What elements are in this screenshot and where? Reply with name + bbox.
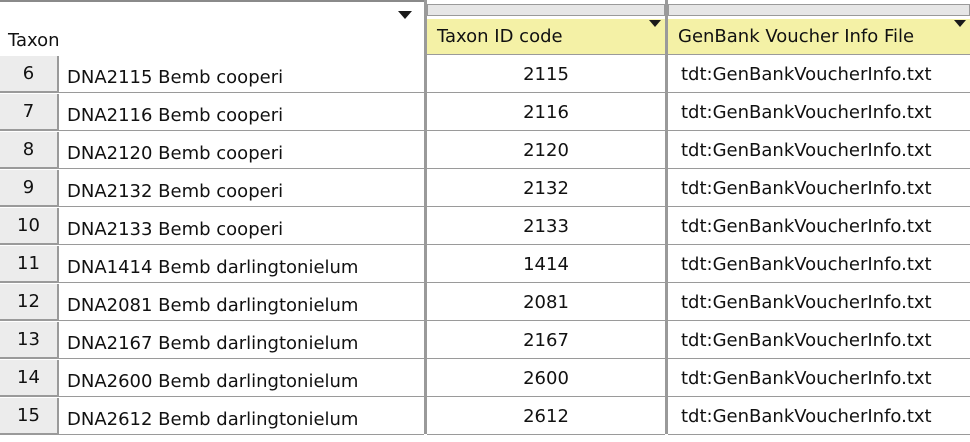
row-number[interactable]: 11 <box>0 246 59 283</box>
table-row[interactable]: 6 DNA2115 Bemb cooperi 2115 tdt:GenBankV… <box>0 56 970 94</box>
row-number[interactable]: 15 <box>0 398 59 435</box>
taxon-name-cell[interactable]: DNA2081 Bemb darlingtonielum <box>59 284 424 321</box>
column-divider[interactable] <box>665 0 668 434</box>
column-divider[interactable] <box>424 0 427 434</box>
table-row[interactable]: 10 DNA2133 Bemb cooperi 2133 tdt:GenBank… <box>0 208 970 246</box>
voucher-file-cell[interactable]: tdt:GenBankVoucherInfo.txt <box>668 170 970 207</box>
taxon-id-cell[interactable]: 2115 <box>427 56 665 93</box>
taxon-name-cell[interactable]: DNA2612 Bemb darlingtonielum <box>59 398 424 435</box>
taxon-id-cell[interactable]: 1414 <box>427 246 665 283</box>
taxon-name-cell[interactable]: DNA2133 Bemb cooperi <box>59 208 424 245</box>
table-row[interactable]: 12 DNA2081 Bemb darlingtonielum 2081 tdt… <box>0 284 970 322</box>
voucher-file-cell[interactable]: tdt:GenBankVoucherInfo.txt <box>668 398 970 435</box>
table-row[interactable]: 15 DNA2612 Bemb darlingtonielum 2612 tdt… <box>0 398 970 435</box>
taxon-id-cell[interactable]: 2081 <box>427 284 665 321</box>
table-row[interactable]: 8 DNA2120 Bemb cooperi 2120 tdt:GenBankV… <box>0 132 970 170</box>
taxon-column-header[interactable]: Taxon <box>0 0 424 58</box>
taxon-header-label: Taxon <box>8 30 60 51</box>
row-number[interactable]: 14 <box>0 360 59 397</box>
voucher-file-cell[interactable]: tdt:GenBankVoucherInfo.txt <box>668 360 970 397</box>
taxa-menu-triangle-icon[interactable] <box>398 11 412 19</box>
taxon-id-cell[interactable]: 2612 <box>427 398 665 435</box>
voucher-file-cell[interactable]: tdt:GenBankVoucherInfo.txt <box>668 284 970 321</box>
voucher-file-cell[interactable]: tdt:GenBankVoucherInfo.txt <box>668 132 970 169</box>
column-menu-triangle-icon[interactable] <box>954 20 966 27</box>
column-header-label: Taxon ID code <box>437 26 563 47</box>
column-header-taxon-id-code[interactable]: Taxon ID code <box>427 19 665 55</box>
voucher-file-cell[interactable]: tdt:GenBankVoucherInfo.txt <box>668 322 970 359</box>
table-row[interactable]: 11 DNA1414 Bemb darlingtonielum 1414 tdt… <box>0 246 970 284</box>
taxon-id-cell[interactable]: 2120 <box>427 132 665 169</box>
taxon-name-cell[interactable]: DNA2120 Bemb cooperi <box>59 132 424 169</box>
row-number[interactable]: 13 <box>0 322 59 359</box>
taxon-name-cell[interactable]: DNA1414 Bemb darlingtonielum <box>59 246 424 283</box>
row-number[interactable]: 10 <box>0 208 59 245</box>
table-row[interactable]: 9 DNA2132 Bemb cooperi 2132 tdt:GenBankV… <box>0 170 970 208</box>
taxon-name-cell[interactable]: DNA2167 Bemb darlingtonielum <box>59 322 424 359</box>
taxon-id-cell[interactable]: 2600 <box>427 360 665 397</box>
row-number[interactable]: 6 <box>0 56 59 93</box>
voucher-file-cell[interactable]: tdt:GenBankVoucherInfo.txt <box>668 94 970 131</box>
row-number[interactable]: 8 <box>0 132 59 169</box>
taxon-id-cell[interactable]: 2167 <box>427 322 665 359</box>
taxon-id-cell[interactable]: 2132 <box>427 170 665 207</box>
column-selector-bar[interactable] <box>668 4 970 16</box>
voucher-file-cell[interactable]: tdt:GenBankVoucherInfo.txt <box>668 246 970 283</box>
row-number[interactable]: 7 <box>0 94 59 131</box>
column-header-label: GenBank Voucher Info File <box>678 26 915 47</box>
table-row[interactable]: 7 DNA2116 Bemb cooperi 2116 tdt:GenBankV… <box>0 94 970 132</box>
row-number[interactable]: 9 <box>0 170 59 207</box>
taxon-name-cell[interactable]: DNA2132 Bemb cooperi <box>59 170 424 207</box>
voucher-file-cell[interactable]: tdt:GenBankVoucherInfo.txt <box>668 56 970 93</box>
voucher-file-cell[interactable]: tdt:GenBankVoucherInfo.txt <box>668 208 970 245</box>
column-menu-triangle-icon[interactable] <box>649 20 661 27</box>
row-number[interactable]: 12 <box>0 284 59 321</box>
taxon-id-cell[interactable]: 2133 <box>427 208 665 245</box>
table-row[interactable]: 14 DNA2600 Bemb darlingtonielum 2600 tdt… <box>0 360 970 398</box>
column-selector-bar[interactable] <box>427 4 665 16</box>
taxon-name-cell[interactable]: DNA2116 Bemb cooperi <box>59 94 424 131</box>
taxon-name-cell[interactable]: DNA2115 Bemb cooperi <box>59 56 424 93</box>
column-header-genbank-voucher[interactable]: GenBank Voucher Info File <box>668 19 970 55</box>
taxon-id-cell[interactable]: 2116 <box>427 94 665 131</box>
table-row[interactable]: 13 DNA2167 Bemb darlingtonielum 2167 tdt… <box>0 322 970 360</box>
taxon-name-cell[interactable]: DNA2600 Bemb darlingtonielum <box>59 360 424 397</box>
